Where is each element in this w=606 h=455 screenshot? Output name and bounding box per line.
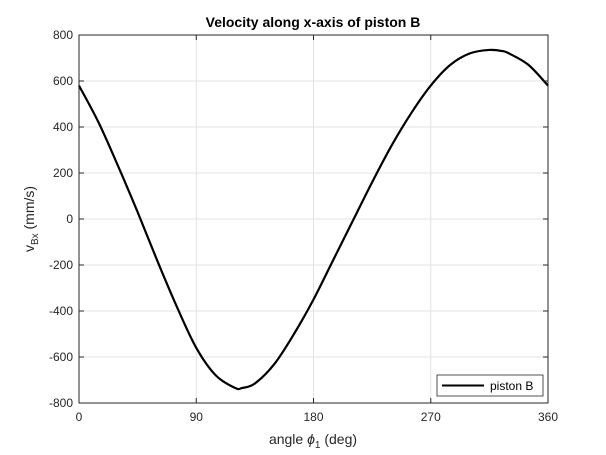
- x-tick-label: 90: [190, 410, 204, 424]
- y-tick-label: -600: [49, 350, 73, 364]
- y-tick-label: 800: [53, 28, 73, 42]
- series-layer: [78, 48, 549, 391]
- x-axis-title: angle ϕ1 (deg): [269, 431, 357, 451]
- y-tick-label: 400: [53, 120, 73, 134]
- x-tick-label: 0: [76, 410, 83, 424]
- y-tick-label: -800: [49, 396, 73, 410]
- x-tick-label: 270: [421, 410, 441, 424]
- legend-label: piston B: [490, 379, 533, 393]
- y-tick-label: 600: [53, 74, 73, 88]
- x-tick-label: 180: [303, 410, 323, 424]
- series-line-piston-b: [78, 48, 549, 391]
- chart-title: Velocity along x-axis of piston B: [206, 14, 421, 30]
- y-tick-label: 200: [53, 166, 73, 180]
- y-axis-title: vBx (mm/s): [21, 186, 41, 252]
- y-tick-label: -400: [49, 304, 73, 318]
- x-tick-label: 360: [538, 410, 558, 424]
- y-tick-label: -200: [49, 258, 73, 272]
- legend: piston B: [436, 374, 544, 397]
- ticks: 0 90 180 270 360 -800 -600 -400 -200 0 200 400 600 80…: [49, 28, 558, 424]
- legend-box: [436, 374, 544, 397]
- y-tick-label: 0: [66, 212, 73, 226]
